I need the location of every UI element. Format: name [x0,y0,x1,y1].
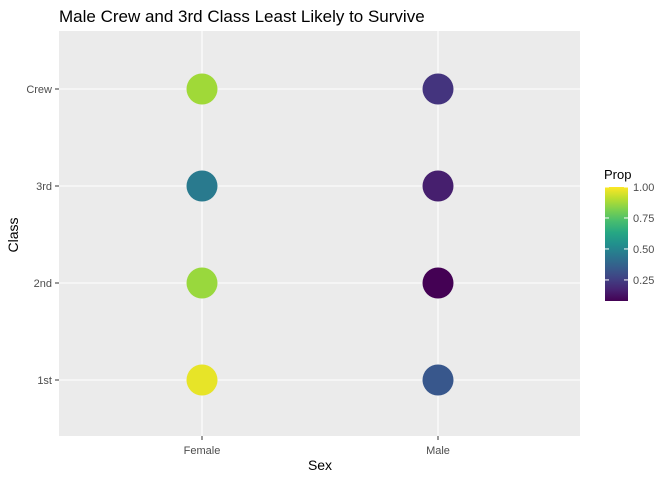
y-tick-label: 2nd [34,278,52,290]
y-tick-label: 3rd [36,181,52,193]
point-female-1st [186,364,218,396]
point-female-crew [186,73,218,105]
y-tick-label: 1st [37,375,52,387]
point-female-2nd [186,267,218,299]
legend-tick-label: 0.25 [633,275,654,287]
point-male-1st [422,364,454,396]
y-tick-label: Crew [26,84,52,96]
data-points [186,73,454,396]
legend-colorbar [605,187,628,301]
legend-title: Prop [604,167,631,182]
point-male-crew [422,73,454,105]
x-axis-ticks: Female Male [184,436,450,457]
point-female-3rd [186,170,218,202]
x-tick-label: Female [184,445,221,457]
legend-tick-label: 0.75 [633,213,654,225]
x-tick-label: Male [426,445,450,457]
point-male-3rd [422,170,454,202]
legend-tick-label: 0.50 [633,244,654,256]
plot-panel [59,31,580,436]
x-axis-title: Sex [308,457,332,473]
y-axis-ticks: 1st 2nd 3rd Crew [26,84,59,387]
point-male-2nd [422,267,454,299]
y-axis-title: Class [5,217,21,252]
chart-title: Male Crew and 3rd Class Least Likely to … [59,7,425,26]
color-legend: Prop 0.25 0.50 0.75 1.00 [604,167,654,301]
legend-ticks: 0.25 0.50 0.75 1.00 [605,182,654,287]
legend-tick-label: 1.00 [633,182,654,194]
